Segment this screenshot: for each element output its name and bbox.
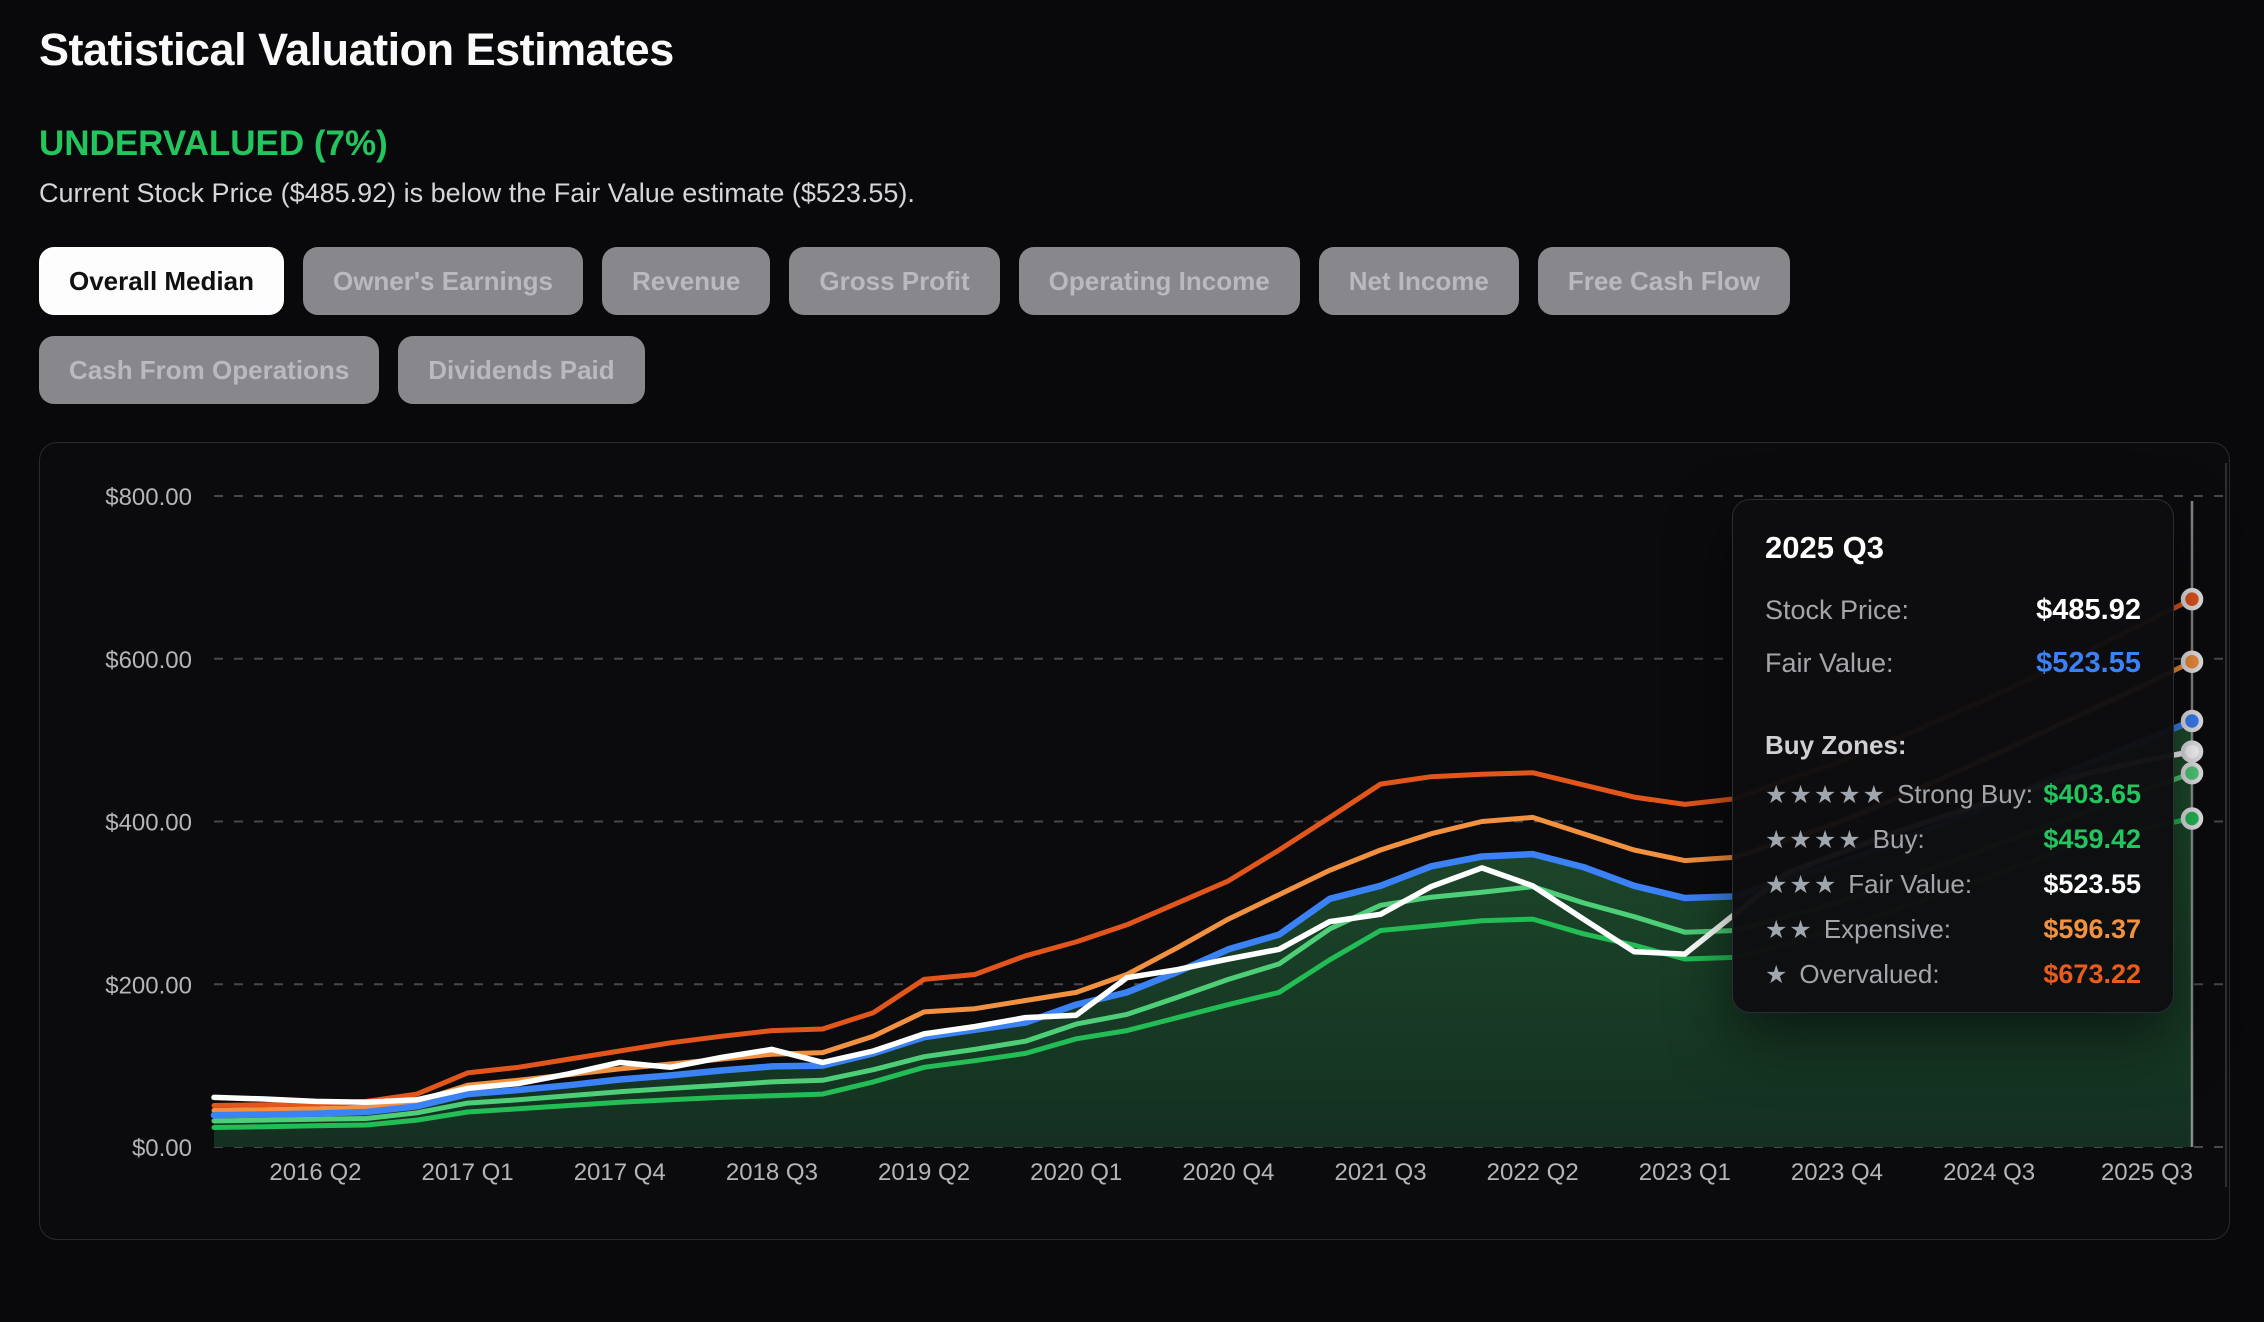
hover-point-fair-value <box>2180 709 2204 733</box>
x-axis-tick-label: 2020 Q1 <box>1030 1159 1122 1186</box>
valuation-page: Statistical Valuation Estimates UNDERVAL… <box>0 24 2264 1240</box>
one-star-icon: ★ <box>1765 961 1790 989</box>
x-axis-tick-label: 2020 Q4 <box>1182 1159 1274 1186</box>
tab-revenue[interactable]: Revenue <box>602 247 771 315</box>
y-axis-tick-label: $600.00 <box>105 647 192 674</box>
chart-tooltip: 2025 Q3 Stock Price: $485.92 Fair Value:… <box>1732 499 2174 1013</box>
zone-row-buy: ★★★★ Buy: $459.42 <box>1765 824 2141 855</box>
strong-buy-value: $403.65 <box>2043 779 2141 809</box>
hover-point-expensive <box>2180 650 2204 673</box>
x-axis-tick-label: 2018 Q3 <box>726 1159 818 1186</box>
y-axis-tick-label: $800.00 <box>105 484 192 511</box>
x-axis-tick-label: 2021 Q3 <box>1334 1159 1426 1186</box>
x-axis-tick-label: 2025 Q3 <box>2101 1159 2193 1186</box>
hover-point-buy <box>2180 761 2204 785</box>
x-axis-tick-label: 2023 Q1 <box>1639 1159 1731 1186</box>
hover-point-stock-price <box>2180 740 2204 763</box>
five-stars-icon: ★★★★★ <box>1765 781 1888 809</box>
tab-cash-from-operations[interactable]: Cash From Operations <box>39 336 380 404</box>
x-axis-tick-label: 2016 Q2 <box>269 1159 361 1186</box>
metric-tabs: Overall Median Owner's Earnings Revenue … <box>39 247 2264 404</box>
x-axis-tick-label: 2023 Q4 <box>1791 1159 1883 1186</box>
x-axis-tick-label: 2017 Q4 <box>574 1159 666 1186</box>
zone-fair-value-value: $523.55 <box>2043 869 2141 899</box>
zone-row-overvalued: ★ Overvalued: $673.22 <box>1765 959 2141 990</box>
zone-row-expensive: ★★ Expensive: $596.37 <box>1765 914 2141 945</box>
x-axis-tick-label: 2022 Q2 <box>1487 1159 1579 1186</box>
tab-owners-earnings[interactable]: Owner's Earnings <box>302 247 583 315</box>
buy-value: $459.42 <box>2043 824 2141 854</box>
metric-tabs-row-2: Cash From Operations Dividends Paid <box>39 336 2264 404</box>
valuation-status-badge: UNDERVALUED (7%) <box>39 124 388 163</box>
two-stars-icon: ★★ <box>1765 916 1814 944</box>
tab-net-income[interactable]: Net Income <box>1318 247 1519 315</box>
buy-zones-heading: Buy Zones: <box>1765 730 1907 760</box>
three-stars-icon: ★★★ <box>1765 871 1839 899</box>
y-axis-tick-label: $200.00 <box>105 972 192 999</box>
overvalued-label: Overvalued: <box>1799 959 1940 989</box>
four-stars-icon: ★★★★ <box>1765 826 1863 854</box>
valuation-chart[interactable]: $0.00 $200.00 $400.00 $600.00 $800.00 2016 Q2… <box>40 443 2229 1239</box>
expensive-label: Expensive: <box>1823 914 1952 944</box>
stock-price-label: Stock Price: <box>1765 595 1910 625</box>
strong-buy-label: Strong Buy: <box>1897 779 2033 809</box>
y-axis-tick-label: $400.00 <box>105 810 192 837</box>
stock-price-value: $485.92 <box>2036 594 2141 626</box>
fair-value-area-fill <box>214 721 2192 1147</box>
tab-operating-income[interactable]: Operating Income <box>1018 247 1300 315</box>
zone-row-strong-buy: ★★★★★ Strong Buy: $403.65 <box>1765 779 2141 810</box>
x-axis-tick-label: 2019 Q2 <box>878 1159 970 1186</box>
page-title: Statistical Valuation Estimates <box>39 24 674 75</box>
tooltip-period-title: 2025 Q3 <box>1765 530 1884 565</box>
metric-tabs-row-1: Overall Median Owner's Earnings Revenue … <box>39 247 2264 315</box>
x-axis-tick-label: 2024 Q3 <box>1943 1159 2035 1186</box>
tooltip-stock-price-row: Stock Price: $485.92 <box>1765 594 2141 627</box>
tab-gross-profit[interactable]: Gross Profit <box>789 247 1000 315</box>
valuation-summary-text: Current Stock Price ($485.92) is below t… <box>39 178 915 208</box>
fair-value-value: $523.55 <box>2036 647 2141 679</box>
x-axis-tick-label: 2017 Q1 <box>422 1159 514 1186</box>
tab-overall-median[interactable]: Overall Median <box>39 247 284 315</box>
hover-point-strong-buy <box>2180 807 2204 830</box>
zone-row-fair-value: ★★★ Fair Value: $523.55 <box>1765 869 2141 900</box>
expensive-value: $596.37 <box>2043 914 2141 944</box>
valuation-chart-card: $0.00 $200.00 $400.00 $600.00 $800.00 2016 Q2… <box>39 442 2230 1240</box>
buy-label: Buy: <box>1872 824 1925 854</box>
y-axis-tick-label: $0.00 <box>132 1135 192 1162</box>
zone-fair-value-label: Fair Value: <box>1848 869 1973 899</box>
hover-point-overvalued <box>2180 587 2204 611</box>
tab-free-cash-flow[interactable]: Free Cash Flow <box>1537 247 1790 315</box>
tooltip-fair-value-row: Fair Value: $523.55 <box>1765 647 2141 680</box>
fair-value-label: Fair Value: <box>1765 648 1894 678</box>
overvalued-value: $673.22 <box>2043 959 2141 989</box>
tab-dividends-paid[interactable]: Dividends Paid <box>398 336 645 404</box>
